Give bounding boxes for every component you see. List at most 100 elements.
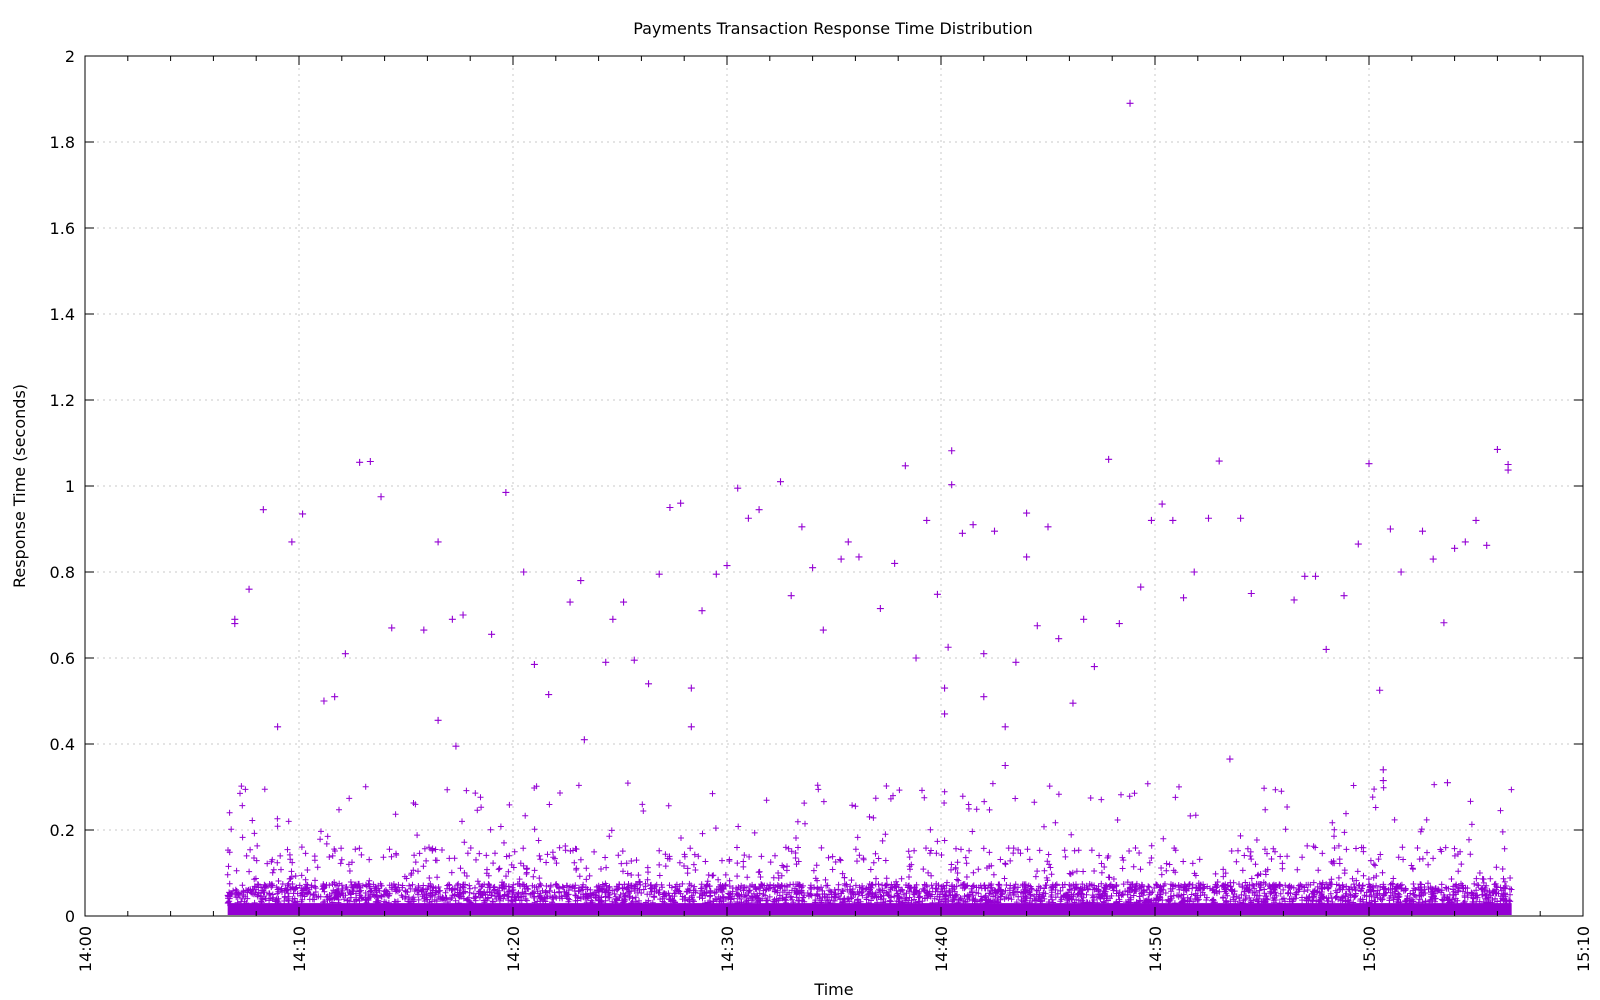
data-point [299, 510, 307, 518]
dense-scatter-points [224, 780, 1515, 907]
data-point [1290, 596, 1298, 604]
data-point [1301, 572, 1309, 580]
data-point [1376, 686, 1384, 694]
data-point [1001, 762, 1009, 769]
x-tick-label: 14:40 [932, 926, 951, 972]
data-point [1472, 516, 1480, 524]
data-point [356, 458, 364, 466]
data-point [288, 538, 296, 546]
data-point [734, 484, 742, 492]
data-point [1354, 540, 1362, 548]
data-point [530, 660, 538, 668]
x-axis-label: Time [813, 980, 853, 999]
data-point [520, 568, 528, 576]
data-point [645, 680, 653, 688]
x-tick-label: 14:10 [290, 926, 309, 972]
data-point [941, 710, 949, 718]
data-point [609, 615, 617, 623]
data-point [577, 577, 585, 585]
data-point [1340, 592, 1348, 600]
data-point [855, 553, 863, 561]
data-point [1443, 779, 1451, 787]
data-point [712, 570, 720, 578]
data-point [944, 643, 952, 651]
data-point [980, 693, 988, 701]
data-point [1069, 699, 1077, 707]
x-tick-label: 15:00 [1360, 926, 1379, 972]
y-tick-label: 1.2 [50, 391, 75, 410]
x-tick-label: 14:00 [76, 926, 95, 972]
y-tick-labels: 0 0.2 0.4 0.6 0.8 1 1.2 1.4 1.6 1.8 2 [50, 47, 75, 926]
data-point [1205, 514, 1212, 522]
data-point [1033, 622, 1041, 630]
data-point [459, 611, 467, 619]
data-point [1451, 544, 1459, 552]
data-point [1012, 658, 1020, 666]
data-point [1429, 555, 1437, 563]
data-point [320, 697, 328, 705]
data-point [876, 605, 884, 613]
data-point [1247, 590, 1255, 597]
data-point [798, 523, 806, 531]
data-point [819, 626, 827, 634]
data-points [231, 99, 1512, 787]
data-point [912, 654, 920, 662]
data-point [420, 626, 428, 634]
data-point [1379, 766, 1387, 774]
data-point [448, 615, 456, 623]
data-point [1504, 466, 1512, 474]
data-point [1023, 509, 1031, 517]
data-point [991, 527, 998, 535]
y-tick-label: 1 [65, 477, 75, 496]
data-point [1180, 594, 1188, 602]
y-axis-label: Response Time (seconds) [10, 384, 29, 588]
axis-ticks [84, 55, 1584, 917]
y-tick-label: 0.8 [50, 563, 75, 582]
data-point [502, 488, 510, 496]
data-point [366, 457, 374, 465]
data-point [545, 691, 553, 699]
data-point [1115, 620, 1123, 628]
data-point [744, 514, 752, 522]
data-point [980, 650, 988, 658]
data-point [837, 555, 845, 563]
data-point [1080, 615, 1088, 623]
chart-title: Payments Transaction Response Time Distr… [633, 19, 1033, 38]
data-point [958, 529, 966, 537]
data-point [809, 564, 817, 572]
x-tick-label: 14:20 [504, 926, 523, 972]
y-tick-label: 0.4 [50, 735, 75, 754]
x-tick-labels: 14:00 14:10 14:20 14:30 14:40 14:50 15:00 15:10 [76, 926, 1593, 972]
data-point [630, 656, 638, 664]
data-point [566, 598, 574, 606]
data-point [655, 570, 663, 578]
y-tick-label: 0.6 [50, 649, 75, 668]
data-point [1419, 527, 1426, 535]
y-tick-label: 0.2 [50, 821, 75, 840]
data-point [341, 650, 349, 658]
data-point [377, 493, 385, 501]
data-point [1044, 523, 1052, 531]
data-point [1001, 723, 1009, 731]
data-point [580, 736, 588, 744]
y-tick-label: 0 [65, 907, 75, 926]
data-point [488, 630, 496, 638]
y-tick-label: 1.8 [50, 133, 75, 152]
data-point [1226, 755, 1234, 763]
data-point [666, 504, 674, 511]
data-point [602, 658, 610, 666]
data-point [434, 538, 442, 546]
data-point [331, 693, 339, 701]
data-point [687, 684, 695, 692]
x-tick-label: 14:30 [718, 926, 737, 972]
data-point [1461, 538, 1469, 546]
data-point [1090, 663, 1098, 671]
data-point [787, 592, 795, 600]
y-tick-label: 1.4 [50, 305, 75, 324]
data-point [698, 607, 706, 615]
data-point [1137, 583, 1145, 591]
data-point [1023, 553, 1031, 561]
data-point [777, 478, 784, 486]
